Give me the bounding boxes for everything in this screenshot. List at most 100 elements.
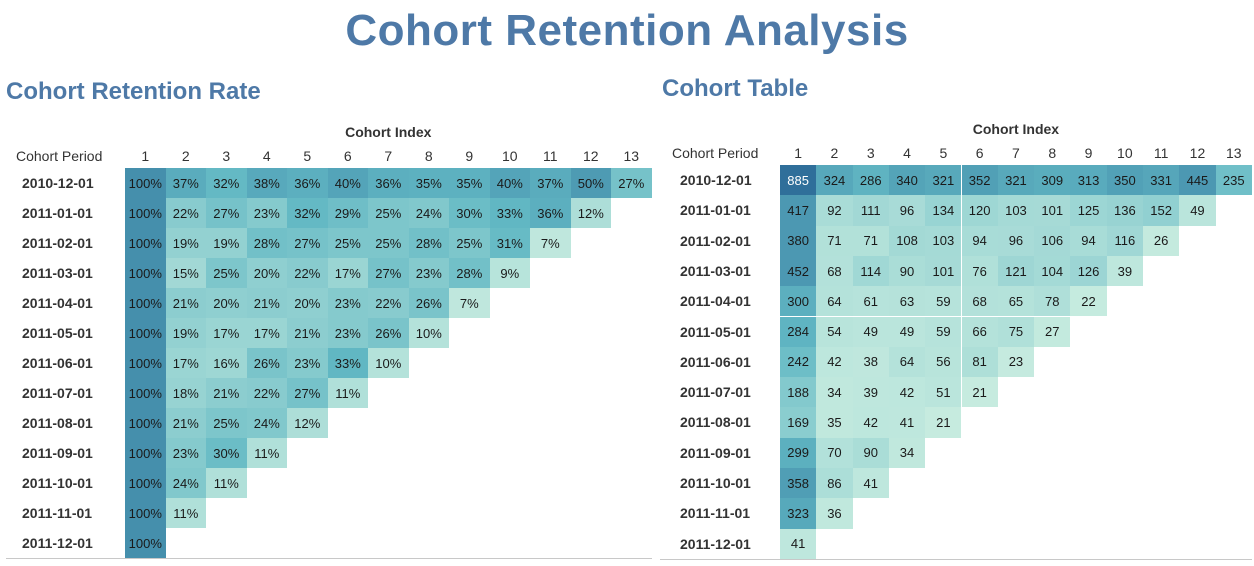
heatmap-cell: 12% (287, 408, 328, 438)
heatmap-cell: 11% (246, 438, 287, 468)
heatmap-cell: 39 (1106, 255, 1143, 287)
heatmap-cell: 35% (449, 168, 490, 198)
heatmap-cell: 9% (489, 258, 530, 288)
heatmap-cell: 111 (852, 195, 889, 226)
column-label: 6 (975, 145, 984, 161)
y-axis-title: Cohort Period (16, 148, 103, 164)
heatmap-cell: 25% (368, 228, 409, 258)
heatmap-cell: 30% (449, 198, 490, 228)
heatmap-cell: 71 (852, 225, 889, 256)
heatmap-cell: 331 (1143, 165, 1180, 196)
heatmap-cell: 358 (780, 468, 817, 499)
column-label: 7 (1012, 145, 1020, 161)
x-axis-title: Cohort Index (972, 121, 1060, 137)
heatmap-cell: 27% (368, 258, 409, 288)
heatmap-cell: 56 (925, 346, 962, 378)
heatmap-cell: 22% (368, 288, 409, 318)
heatmap-cell: 100% (125, 198, 166, 228)
row-label: 2011-04-01 (22, 295, 93, 311)
heatmap-cell: 321 (997, 165, 1035, 196)
heatmap-cell: 100% (125, 168, 166, 198)
heatmap-cell: 21% (165, 288, 206, 318)
row-label: 2010-12-01 (22, 175, 94, 191)
row-label: 2011-03-01 (22, 265, 93, 281)
dashboard-title: Cohort Retention Analysis (345, 6, 909, 55)
row-label: 2011-02-01 (680, 232, 751, 249)
row-label: 2011-06-01 (680, 353, 751, 370)
column-label: 9 (465, 148, 474, 164)
heatmap-cell: 136 (1106, 195, 1143, 226)
heatmap-cell: 17% (206, 318, 247, 348)
heatmap-cell: 23 (997, 346, 1035, 378)
column-label: 2 (830, 145, 839, 161)
heatmap-cell: 108 (888, 225, 926, 256)
heatmap-cell: 445 (1179, 165, 1216, 196)
row-label: 2011-05-01 (22, 325, 93, 341)
heatmap-cell: 50% (570, 168, 611, 198)
column-label: 5 (303, 148, 312, 164)
row-label: 2011-03-01 (680, 262, 751, 279)
heatmap-cell: 22% (165, 198, 206, 228)
heatmap-cell: 116 (1106, 225, 1143, 256)
row-label: 2011-04-01 (680, 293, 751, 310)
heatmap-cell: 63 (888, 286, 926, 317)
heatmap-cell: 100% (125, 318, 166, 348)
heatmap-cell: 27% (206, 198, 247, 228)
heatmap-cell: 70 (816, 437, 853, 468)
heatmap-cell: 101 (925, 255, 962, 287)
heatmap-cell: 21 (925, 407, 962, 438)
heatmap-cell: 114 (852, 255, 889, 287)
heatmap-cell: 96 (888, 195, 926, 226)
row-label: 2011-02-01 (22, 235, 93, 251)
row-label: 2011-06-01 (22, 355, 93, 371)
heatmap-cell: 64 (816, 286, 853, 317)
heatmap-cell: 309 (1034, 165, 1071, 196)
column-label: 8 (1048, 145, 1057, 161)
heatmap-cell: 68 (816, 255, 853, 287)
heatmap-cell: 26 (1143, 225, 1180, 256)
heatmap-cell: 126 (1070, 255, 1107, 287)
heatmap-cell: 26% (368, 318, 409, 348)
column-label: 9 (1084, 145, 1093, 161)
heatmap-cell: 125 (1070, 195, 1107, 226)
heatmap-cell: 78 (1034, 286, 1071, 317)
column-label: 7 (384, 148, 393, 164)
heatmap-cell: 51 (925, 377, 962, 408)
heatmap-cell: 71 (816, 225, 853, 256)
cohort-table-title: Cohort Table (662, 75, 809, 102)
heatmap-cell: 35 (816, 407, 853, 438)
row-label: 2011-08-01 (22, 415, 93, 431)
heatmap-cell: 28% (449, 258, 490, 288)
heatmap-cell: 19% (206, 228, 247, 258)
heatmap-cell: 68 (961, 286, 998, 317)
heatmap-cell: 37% (530, 168, 571, 198)
heatmap-cell: 103 (925, 225, 962, 256)
row-label: 2011-01-01 (680, 202, 751, 219)
column-label: 13 (1225, 145, 1242, 161)
heatmap-cell: 101 (1034, 195, 1071, 226)
column-label: 1 (794, 145, 803, 161)
column-label: 6 (343, 148, 352, 164)
column-label: 12 (1189, 145, 1206, 161)
heatmap-cell: 33% (327, 348, 368, 378)
heatmap-cell: 90 (852, 437, 889, 468)
heatmap-cell: 324 (816, 165, 853, 196)
heatmap-cell: 23% (327, 318, 368, 348)
heatmap-cell: 49 (888, 316, 926, 347)
column-label: 11 (1153, 145, 1169, 161)
heatmap-cell: 11% (206, 468, 247, 498)
column-label: 4 (262, 148, 271, 164)
heatmap-cell: 313 (1070, 165, 1107, 196)
heatmap-cell: 37% (165, 168, 206, 198)
heatmap-cell: 25% (327, 228, 368, 258)
heatmap-cell: 352 (961, 165, 998, 196)
heatmap-cell: 35% (408, 168, 449, 198)
row-label: 2011-09-01 (22, 445, 93, 461)
heatmap-cell: 19% (165, 228, 206, 258)
table-baseline (6, 558, 652, 559)
heatmap-cell: 42 (888, 377, 926, 408)
heatmap-cell: 106 (1034, 225, 1071, 256)
heatmap-cell: 22 (1070, 286, 1107, 317)
row-label: 2011-07-01 (680, 384, 751, 401)
